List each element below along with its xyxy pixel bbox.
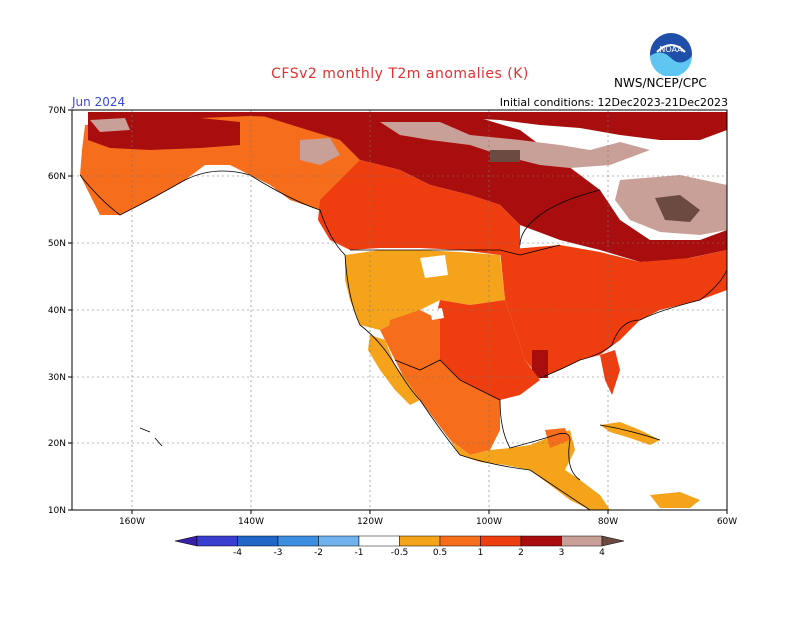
org-label: NWS/NCEP/CPC	[614, 76, 707, 90]
lon-label-140w: 140W	[238, 517, 264, 527]
coastlines	[79, 170, 727, 510]
lon-label-60w: 60W	[717, 517, 737, 527]
colorbar-box	[439, 535, 481, 547]
colorbar-tick-label: 4	[599, 548, 605, 558]
colorbar-box	[358, 535, 400, 547]
lat-label-20n: 20N	[48, 439, 66, 449]
forecast-month: Jun 2024	[72, 95, 126, 109]
colorbar-tick-label: -2	[314, 548, 323, 558]
colorbar-tick-label: 3	[559, 548, 565, 558]
initial-conditions: Initial conditions: 12Dec2023-21Dec2023	[499, 96, 728, 109]
gridlines	[72, 110, 727, 510]
lon-label-160w: 160W	[119, 517, 145, 527]
lat-label-10n: 10N	[48, 506, 66, 516]
colorbar-tick-label: 2	[518, 548, 524, 558]
colorbar-arrow-low	[174, 535, 198, 547]
colorbar-tick-label: -0.5	[391, 548, 409, 558]
lon-label-100w: 100W	[476, 517, 502, 527]
colorbar-box	[237, 535, 279, 547]
ticks	[68, 109, 728, 514]
colorbar: -4 -3 -2 -1 -0.5 0.5 1 2 3 4	[174, 535, 625, 558]
colorbar-box	[399, 535, 441, 547]
colorbar-box	[277, 535, 319, 547]
colorbar-box	[520, 535, 562, 547]
noaa-logo-icon: NOAA	[650, 33, 692, 76]
colorbar-tick-label: 1	[478, 548, 484, 558]
colorbar-box	[561, 535, 603, 547]
lon-label-80w: 80W	[598, 517, 618, 527]
colorbar-tick-label: -4	[233, 548, 242, 558]
lat-label-30n: 30N	[48, 373, 66, 383]
noaa-logo-text: NOAA	[659, 45, 683, 54]
colorbar-box	[196, 535, 238, 547]
lat-label-60n: 60N	[48, 172, 66, 182]
lon-label-120w: 120W	[357, 517, 383, 527]
lat-label-70n: 70N	[48, 106, 66, 116]
colorbar-tick-label: -1	[355, 548, 364, 558]
colorbar-tick-label: -3	[274, 548, 283, 558]
colorbar-tick-label: 0.5	[433, 548, 447, 558]
chart-title: CFSv2 monthly T2m anomalies (K)	[271, 66, 529, 82]
lat-label-50n: 50N	[48, 239, 66, 249]
colorbar-arrow-high	[601, 535, 625, 547]
colorbar-box	[480, 535, 522, 547]
colorbar-box	[318, 535, 360, 547]
lat-label-40n: 40N	[48, 306, 66, 316]
